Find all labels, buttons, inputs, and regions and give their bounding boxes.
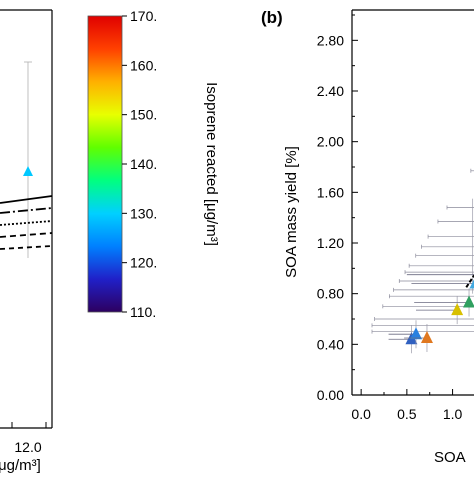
- panel-b-x-tick-label: 0.5: [397, 406, 417, 422]
- colorbar-tick-label: 130.: [130, 205, 157, 221]
- panel-b-x-tick-label: 1.0: [443, 406, 463, 422]
- panel-b-y-tick-label: 2.40: [317, 83, 344, 99]
- panel-b-data-point-5: [469, 279, 474, 289]
- panel-a-x-axis-label: μg/m³]: [0, 457, 41, 474]
- panel-b-y-tick-label: 2.00: [317, 134, 344, 150]
- panel-b-y-axis-label: SOA mass yield [%]: [283, 146, 300, 278]
- colorbar-bar: [87, 15, 123, 313]
- panel-b-x-axis-label: SOA: [434, 449, 466, 466]
- panel-b-x-tick-label: 0.0: [351, 406, 371, 422]
- panel-b: 0.00 0.40 0.80 1.20 1.60 2.00 2.40 2.80 0.0 0.5 1.…: [261, 8, 474, 466]
- panel-a-model-curve-solid: [0, 195, 53, 204]
- panel-a-x-tick-label: 12.0: [14, 439, 41, 455]
- panel-b-y-tick-label: 1.60: [317, 184, 344, 200]
- panel-b-y-tick-label: 2.80: [317, 32, 344, 48]
- panel-a-model-curve-dotted: [0, 220, 53, 226]
- colorbar-tick-label: 150.: [130, 107, 157, 123]
- colorbar-tick-label: 110.: [130, 304, 156, 320]
- colorbar-tick-label: 160.: [130, 57, 157, 73]
- panel-a: 12.0 μg/m³]: [0, 9, 53, 474]
- panel-b-y-tick-label: 0.80: [317, 286, 344, 302]
- colorbar-tick-label: 140.: [130, 156, 157, 172]
- panel-a-model-curve-dash-dot: [0, 207, 53, 214]
- panel-b-y-tick-label: 0.40: [317, 336, 344, 352]
- colorbar-tick-label: 170.: [130, 8, 157, 24]
- panel-b-y-tick-label: 0.00: [317, 387, 344, 403]
- panel-a-model-curve-dashed: [0, 232, 53, 238]
- colorbar-tick-label: 120.: [130, 255, 157, 271]
- panel-b-y-tick-label: 1.20: [317, 235, 344, 251]
- panel-b-data-point-4: [463, 295, 474, 308]
- panel-b-data-point-1: [410, 327, 422, 340]
- colorbar-label: Isoprene reacted [μg/m³]: [203, 82, 220, 246]
- colorbar: 170. 160. 150. 140. 130. 120. 110. Isoprene rea…: [87, 8, 220, 320]
- panel-b-data-point-2: [420, 331, 433, 343]
- panel-b-data-point-3: [451, 303, 464, 316]
- panel-a-model-curve-long-dashed: [0, 245, 53, 250]
- panel-b-label: (b): [261, 8, 283, 27]
- panel-a-data-point: [23, 166, 33, 176]
